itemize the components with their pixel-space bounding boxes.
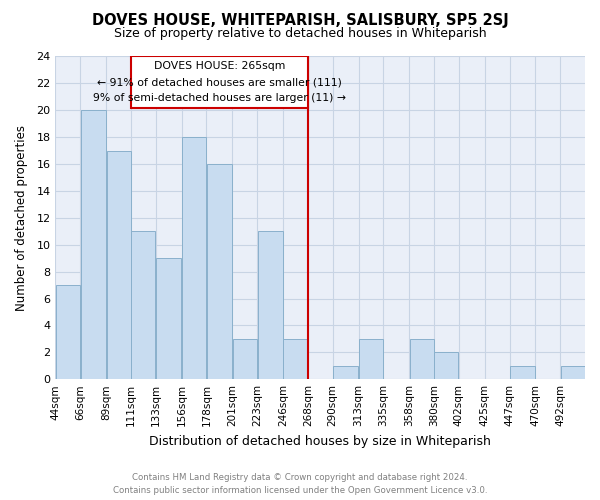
Bar	[257, 232, 283, 379]
FancyBboxPatch shape	[131, 56, 308, 108]
Bar	[80, 110, 106, 379]
Bar	[156, 258, 181, 379]
Bar	[283, 339, 307, 379]
Text: DOVES HOUSE, WHITEPARISH, SALISBURY, SP5 2SJ: DOVES HOUSE, WHITEPARISH, SALISBURY, SP5…	[92, 12, 508, 28]
Bar	[410, 339, 434, 379]
Text: Contains HM Land Registry data © Crown copyright and database right 2024.
Contai: Contains HM Land Registry data © Crown c…	[113, 473, 487, 495]
Bar	[233, 339, 257, 379]
Text: Size of property relative to detached houses in Whiteparish: Size of property relative to detached ho…	[113, 28, 487, 40]
Bar	[207, 164, 232, 379]
Bar	[333, 366, 358, 379]
Bar	[560, 366, 584, 379]
Bar	[182, 137, 206, 379]
Bar	[131, 232, 155, 379]
Text: DOVES HOUSE: 265sqm
← 91% of detached houses are smaller (111)
9% of semi-detach: DOVES HOUSE: 265sqm ← 91% of detached ho…	[93, 62, 346, 102]
Bar	[107, 150, 131, 379]
Bar	[359, 339, 383, 379]
Bar	[434, 352, 458, 379]
Bar	[56, 285, 80, 379]
Bar	[510, 366, 535, 379]
Y-axis label: Number of detached properties: Number of detached properties	[15, 125, 28, 311]
X-axis label: Distribution of detached houses by size in Whiteparish: Distribution of detached houses by size …	[149, 434, 491, 448]
